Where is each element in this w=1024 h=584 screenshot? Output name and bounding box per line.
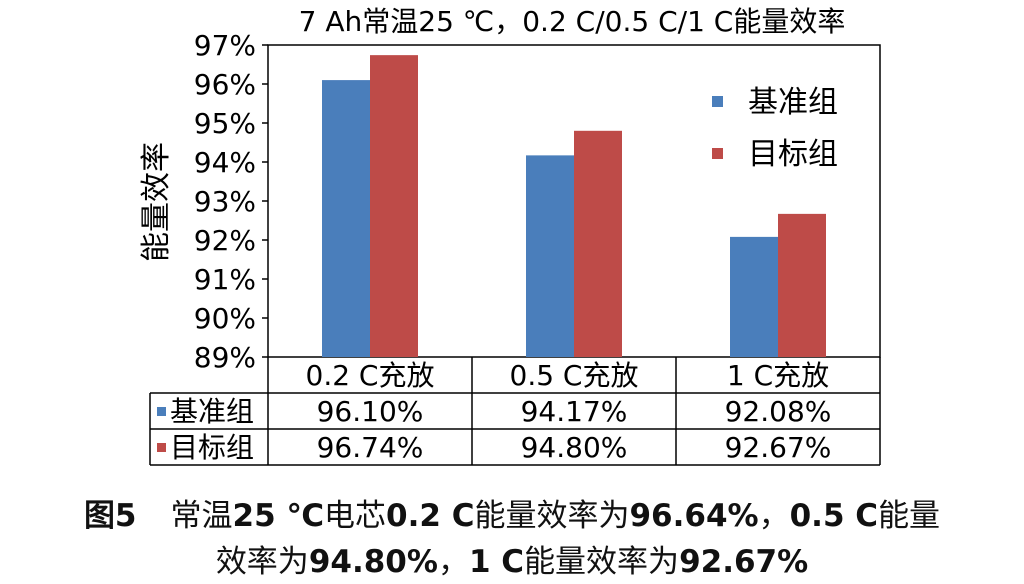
y-tick-label: 94% bbox=[194, 146, 256, 179]
caption-text: 常温 bbox=[170, 498, 233, 534]
caption-rate: 0.2 C bbox=[386, 498, 475, 534]
x-category-label: 0.2 C充放 bbox=[306, 359, 435, 392]
caption-figure-number: 图5 bbox=[83, 498, 137, 534]
table-legend-key bbox=[157, 443, 166, 452]
bar-target bbox=[574, 130, 622, 357]
table-series-label: 基准组 bbox=[170, 395, 254, 428]
y-axis-label: 能量效率 bbox=[139, 142, 174, 262]
y-tick-label: 95% bbox=[194, 107, 256, 140]
data-label: 92.08% bbox=[725, 395, 832, 428]
data-label: 96.74% bbox=[317, 431, 424, 464]
caption-value: 96.64% bbox=[629, 498, 759, 534]
y-tick-label: 93% bbox=[194, 185, 256, 218]
data-label: 92.67% bbox=[725, 431, 832, 464]
caption-value: 94.80% bbox=[308, 544, 438, 580]
x-category-label: 0.5 C充放 bbox=[510, 359, 639, 392]
bar-baseline bbox=[730, 236, 778, 357]
bar-target bbox=[370, 55, 418, 357]
caption-text: ， bbox=[437, 544, 469, 580]
legend-label: 基准组 bbox=[748, 85, 838, 120]
caption-text: 效率为 bbox=[215, 544, 309, 580]
y-tick-label: 90% bbox=[194, 302, 256, 335]
caption-text: ， bbox=[758, 498, 790, 534]
caption-text: 能量 bbox=[878, 498, 941, 534]
caption-temperature: 25 ℃ bbox=[232, 498, 324, 534]
y-tick-label: 97% bbox=[194, 29, 256, 62]
y-tick-label: 89% bbox=[194, 341, 256, 374]
chart-title: 7 Ah常温25 ℃，0.2 C/0.5 C/1 C能量效率 bbox=[299, 5, 846, 38]
energy-efficiency-chart: 7 Ah常温25 ℃，0.2 C/0.5 C/1 C能量效率 能量效率 89% 9… bbox=[139, 5, 881, 466]
legend-key bbox=[712, 96, 723, 107]
y-tick-label: 92% bbox=[194, 224, 256, 257]
figure-caption-line-1: 图5 常温25 ℃电芯0.2 C能量效率为96.64%，0.5 C能量 bbox=[0, 490, 1024, 535]
data-label: 94.17% bbox=[521, 395, 628, 428]
legend-key bbox=[712, 148, 723, 159]
legend-label: 目标组 bbox=[748, 137, 838, 172]
caption-rate: 1 C bbox=[468, 544, 525, 580]
caption-rate: 0.5 C bbox=[789, 498, 879, 534]
bar-baseline bbox=[526, 155, 574, 357]
bar-baseline bbox=[322, 80, 370, 357]
caption-value: 92.67% bbox=[679, 544, 809, 580]
bar-target bbox=[778, 213, 826, 357]
caption-text: 能量效率为 bbox=[524, 544, 680, 580]
y-tick-label: 96% bbox=[194, 68, 256, 101]
data-label: 94.80% bbox=[521, 431, 628, 464]
table-legend-key bbox=[157, 407, 166, 416]
figure-caption-line-2: 效率为94.80%，1 C能量效率为92.67% bbox=[0, 536, 1024, 581]
y-tick-label: 91% bbox=[194, 263, 256, 296]
caption-text: 能量效率为 bbox=[474, 498, 630, 534]
x-category-label: 1 C充放 bbox=[727, 359, 829, 392]
data-label: 96.10% bbox=[317, 395, 424, 428]
table-series-label: 目标组 bbox=[170, 431, 254, 464]
caption-text: 电芯 bbox=[324, 498, 386, 534]
